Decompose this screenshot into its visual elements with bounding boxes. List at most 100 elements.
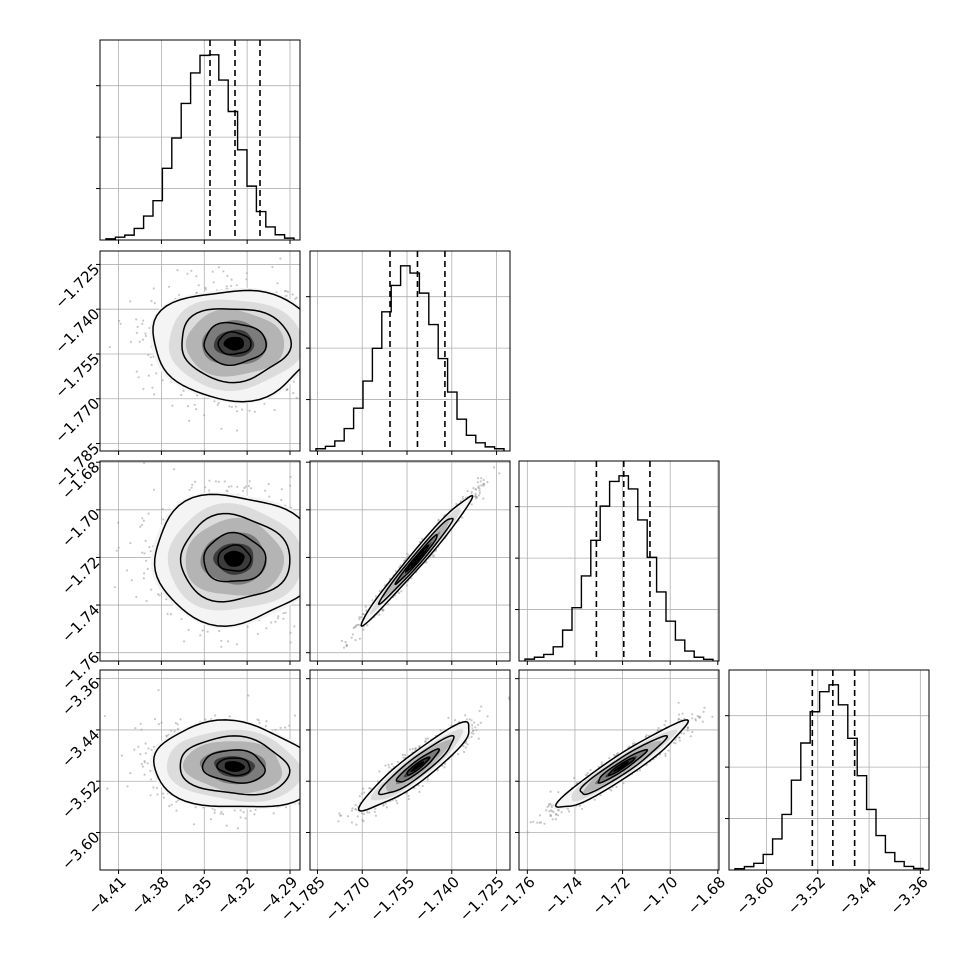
- sample-point: [314, 749, 316, 751]
- sample-point: [129, 340, 132, 343]
- sample-point: [222, 813, 225, 816]
- sample-point: [360, 792, 363, 795]
- sample-point: [312, 558, 314, 560]
- x-tick-label: −1.770: [322, 873, 374, 925]
- sample-point: [325, 805, 327, 807]
- sample-point: [279, 726, 282, 730]
- sample-point: [475, 497, 478, 500]
- sample-point: [103, 715, 106, 718]
- sample-point: [328, 565, 330, 567]
- sample-point: [186, 405, 190, 408]
- sample-point: [479, 480, 482, 483]
- sample-point: [284, 726, 287, 729]
- sample-point: [340, 639, 343, 643]
- sample-point: [149, 794, 152, 797]
- sample-point: [204, 718, 207, 721]
- sample-point: [405, 552, 408, 555]
- sample-point: [343, 778, 345, 780]
- sample-point: [312, 333, 314, 335]
- density-level-5: [223, 550, 245, 567]
- sample-point: [464, 746, 467, 749]
- x-tick-label: −3.36: [886, 873, 931, 918]
- sample-point: [302, 384, 304, 386]
- density-level-5: [410, 550, 425, 567]
- sample-point: [208, 489, 211, 492]
- density-level-5: [223, 336, 244, 351]
- sample-point: [193, 480, 197, 483]
- sample-point: [396, 760, 399, 763]
- y-tick-label: −3.60: [58, 828, 103, 873]
- sample-point: [338, 812, 341, 815]
- sample-point: [250, 487, 253, 490]
- sample-point: [141, 765, 144, 768]
- sample-point: [288, 724, 291, 727]
- sample-point: [150, 748, 153, 752]
- sample-point: [197, 284, 200, 287]
- sample-point: [236, 429, 239, 432]
- sample-point: [217, 401, 220, 405]
- sample-point: [701, 720, 705, 723]
- sample-point: [344, 641, 347, 644]
- x-tick-label: −1.740: [411, 873, 463, 925]
- sample-point: [612, 753, 616, 757]
- sample-point: [144, 539, 147, 543]
- sample-point: [313, 772, 315, 774]
- sample-point: [141, 551, 144, 554]
- sample-point: [311, 293, 313, 295]
- sample-point: [139, 722, 142, 725]
- sample-point: [227, 485, 230, 488]
- sample-point: [327, 565, 329, 567]
- sample-point: [351, 807, 354, 810]
- sample-point: [285, 294, 288, 297]
- sample-point: [477, 737, 480, 740]
- sample-point: [149, 769, 152, 773]
- sample-point: [188, 488, 191, 492]
- sample-point: [337, 372, 339, 374]
- sample-point: [378, 590, 381, 593]
- sample-point: [168, 285, 171, 288]
- contour-line-3: [216, 757, 251, 777]
- x-tick-label: −1.74: [541, 873, 586, 918]
- sample-point: [318, 576, 320, 578]
- y-tick-label: −1.740: [51, 305, 103, 357]
- sample-point: [338, 344, 340, 346]
- sample-point: [711, 715, 714, 718]
- sample-point: [303, 546, 305, 548]
- sample-point: [153, 718, 156, 721]
- sample-point: [578, 804, 582, 807]
- sample-point: [213, 714, 217, 717]
- sample-point: [622, 782, 625, 785]
- sample-point: [152, 745, 155, 749]
- sample-point: [350, 809, 354, 812]
- sample-point: [253, 813, 256, 816]
- sample-point: [313, 592, 315, 594]
- sample-point: [284, 611, 287, 615]
- sample-point: [645, 734, 648, 737]
- sample-point: [352, 626, 355, 630]
- sample-point: [342, 646, 346, 649]
- sample-point: [279, 257, 282, 260]
- sample-point: [368, 787, 371, 790]
- sample-point: [158, 594, 161, 597]
- sample-point: [480, 484, 483, 487]
- sample-point: [125, 569, 129, 572]
- sample-point: [407, 554, 410, 557]
- sample-point: [283, 290, 286, 293]
- sample-point: [268, 495, 271, 498]
- sample-point: [361, 613, 364, 616]
- histogram-steps: [315, 265, 505, 451]
- sample-point: [313, 783, 315, 785]
- sample-point: [297, 802, 300, 805]
- sample-point: [188, 419, 191, 422]
- sample-point: [117, 546, 120, 549]
- sample-point: [426, 778, 429, 781]
- sample-point: [370, 555, 372, 557]
- sample-point: [134, 727, 137, 730]
- sample-point: [421, 784, 424, 788]
- x-tick-label: −3.52: [784, 873, 829, 918]
- sample-point: [129, 542, 132, 545]
- sample-point: [141, 517, 144, 520]
- scatter-frame: [309, 460, 511, 662]
- sample-point: [150, 588, 153, 591]
- sample-point: [190, 486, 193, 489]
